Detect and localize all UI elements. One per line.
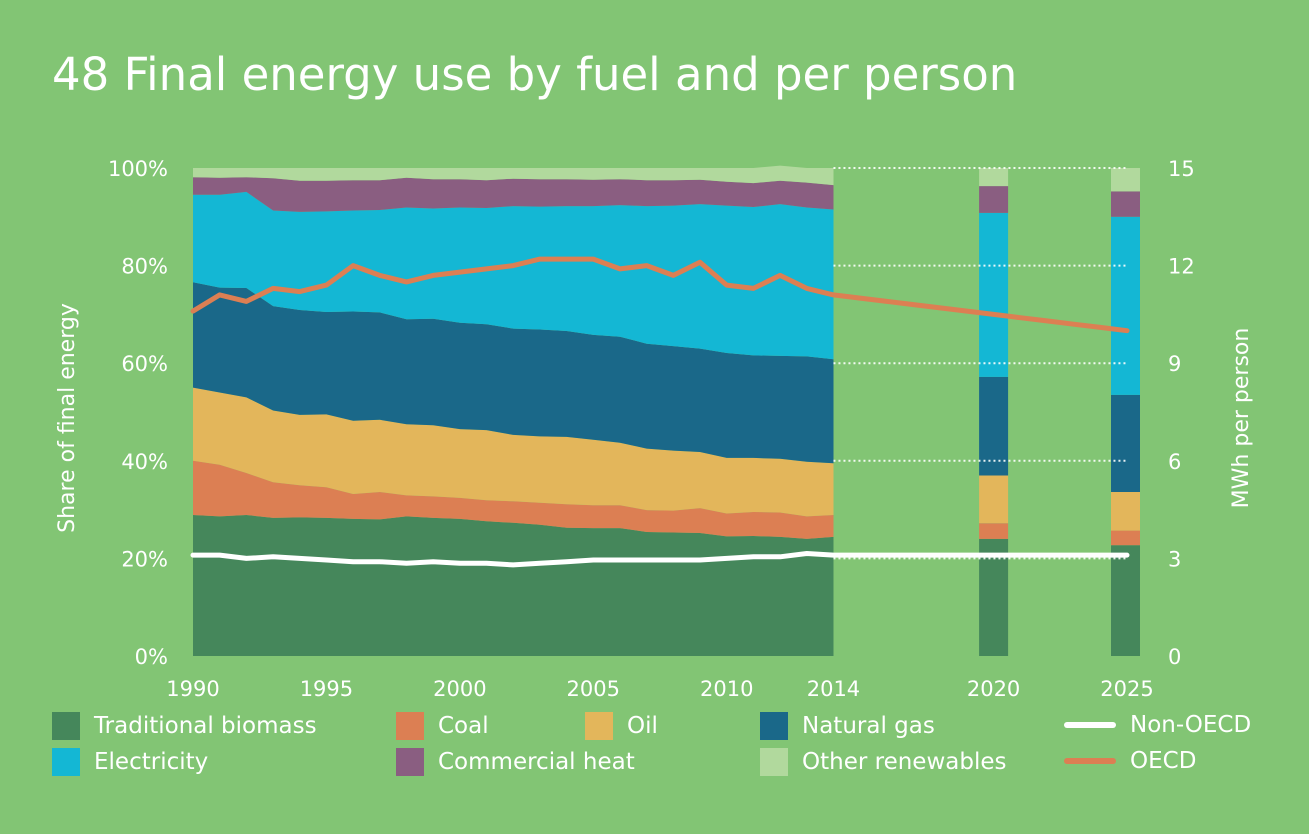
line-oecd xyxy=(190,256,1130,334)
legend-item-biomass: Traditional biomass xyxy=(52,712,317,740)
x-tick-2025: 2025 xyxy=(1100,677,1153,701)
bar-2020-coal xyxy=(979,523,1009,539)
legend-label-nonoecd: Non-OECD xyxy=(1130,712,1252,738)
y-tick-4: 80% xyxy=(121,255,168,279)
legend-swatch-oil xyxy=(585,712,613,740)
x-tick-1995: 1995 xyxy=(300,677,353,701)
area-coal xyxy=(193,460,834,539)
bar-2025-electricity xyxy=(1111,216,1140,395)
per-person-lines xyxy=(190,256,1130,568)
legend-swatch-renewables xyxy=(760,748,788,776)
bar-2020-electricity xyxy=(979,212,1009,377)
legend-label-coal: Coal xyxy=(438,713,489,739)
legend-swatch-coal xyxy=(396,712,424,740)
bar-2020-oil xyxy=(979,475,1009,524)
y2-axis-label: MWh per person xyxy=(1229,328,1254,509)
bar-2025-renewables xyxy=(1111,168,1140,192)
gridlines xyxy=(833,167,1127,560)
line-nonoecd xyxy=(190,551,1130,568)
legend-label-heat: Commercial heat xyxy=(438,749,635,775)
legend-item-electricity: Electricity xyxy=(52,748,208,776)
x-tick-2010: 2010 xyxy=(700,677,753,701)
bar-2020-heat xyxy=(979,186,1009,213)
y2-tick-1: 3 xyxy=(1168,547,1181,571)
bar-2025-coal xyxy=(1111,530,1140,546)
y2-tick-5: 15 xyxy=(1168,157,1195,181)
legend-swatch-biomass xyxy=(52,712,80,740)
legend-label-biomass: Traditional biomass xyxy=(94,713,317,739)
legend-swatch-oecd xyxy=(1064,758,1116,764)
y-tick-3: 60% xyxy=(121,352,168,376)
bar-2020-gas xyxy=(979,376,1009,476)
area-renewables xyxy=(193,165,834,186)
y2-tick-4: 12 xyxy=(1168,255,1195,279)
x-tick-2014: 2014 xyxy=(807,677,860,701)
x-tick-2005: 2005 xyxy=(567,677,620,701)
bar-2025-heat xyxy=(1111,191,1140,217)
bar-2025-oil xyxy=(1111,492,1140,531)
area-electricity xyxy=(193,191,834,360)
legend-item-oil: Oil xyxy=(585,712,658,740)
legend-item-gas: Natural gas xyxy=(760,712,935,740)
legend-item-oecd: OECD xyxy=(1064,748,1196,774)
legend-item-heat: Commercial heat xyxy=(396,748,635,776)
legend-item-coal: Coal xyxy=(396,712,489,740)
legend-item-nonoecd: Non-OECD xyxy=(1064,712,1251,738)
area-heat xyxy=(193,177,834,212)
y2-tick-3: 9 xyxy=(1168,352,1181,376)
y-tick-2: 40% xyxy=(121,450,168,474)
bar-2020-renewables xyxy=(979,168,1009,187)
y2-tick-2: 6 xyxy=(1168,450,1181,474)
stacked-areas xyxy=(193,165,834,656)
legend-label-electricity: Electricity xyxy=(94,749,209,775)
legend-swatch-electricity xyxy=(52,748,80,776)
y-tick-1: 20% xyxy=(121,547,168,571)
legend-label-renewables: Other renewables xyxy=(802,749,1007,775)
x-tick-2020: 2020 xyxy=(967,677,1020,701)
legend-item-renewables: Other renewables xyxy=(760,748,1006,776)
area-gas xyxy=(193,282,834,464)
legend-label-oil: Oil xyxy=(627,713,658,739)
area-oil xyxy=(193,387,834,517)
x-tick-2000: 2000 xyxy=(433,677,486,701)
legend-swatch-gas xyxy=(760,712,788,740)
bar-2025-gas xyxy=(1111,394,1140,492)
legend-swatch-nonoecd xyxy=(1064,722,1116,728)
y2-tick-0: 0 xyxy=(1168,645,1181,669)
area-biomass xyxy=(193,515,834,656)
chart-title: 48 Final energy use by fuel and per pers… xyxy=(52,48,1018,101)
legend-label-oecd: OECD xyxy=(1130,748,1197,774)
legend-swatch-heat xyxy=(396,748,424,776)
y-tick-0: 0% xyxy=(135,645,168,669)
y-axis-label: Share of final energy xyxy=(55,303,80,533)
axes: 0% 20% 40% 60% 80% 100% 0 3 6 9 12 15 1990 1995 2000 20… xyxy=(55,157,1254,701)
bar-2025-biomass xyxy=(1111,545,1140,656)
legend-label-gas: Natural gas xyxy=(802,713,935,739)
y-tick-5: 100% xyxy=(108,157,168,181)
projection-bars xyxy=(979,168,1140,656)
x-tick-1990: 1990 xyxy=(166,677,219,701)
